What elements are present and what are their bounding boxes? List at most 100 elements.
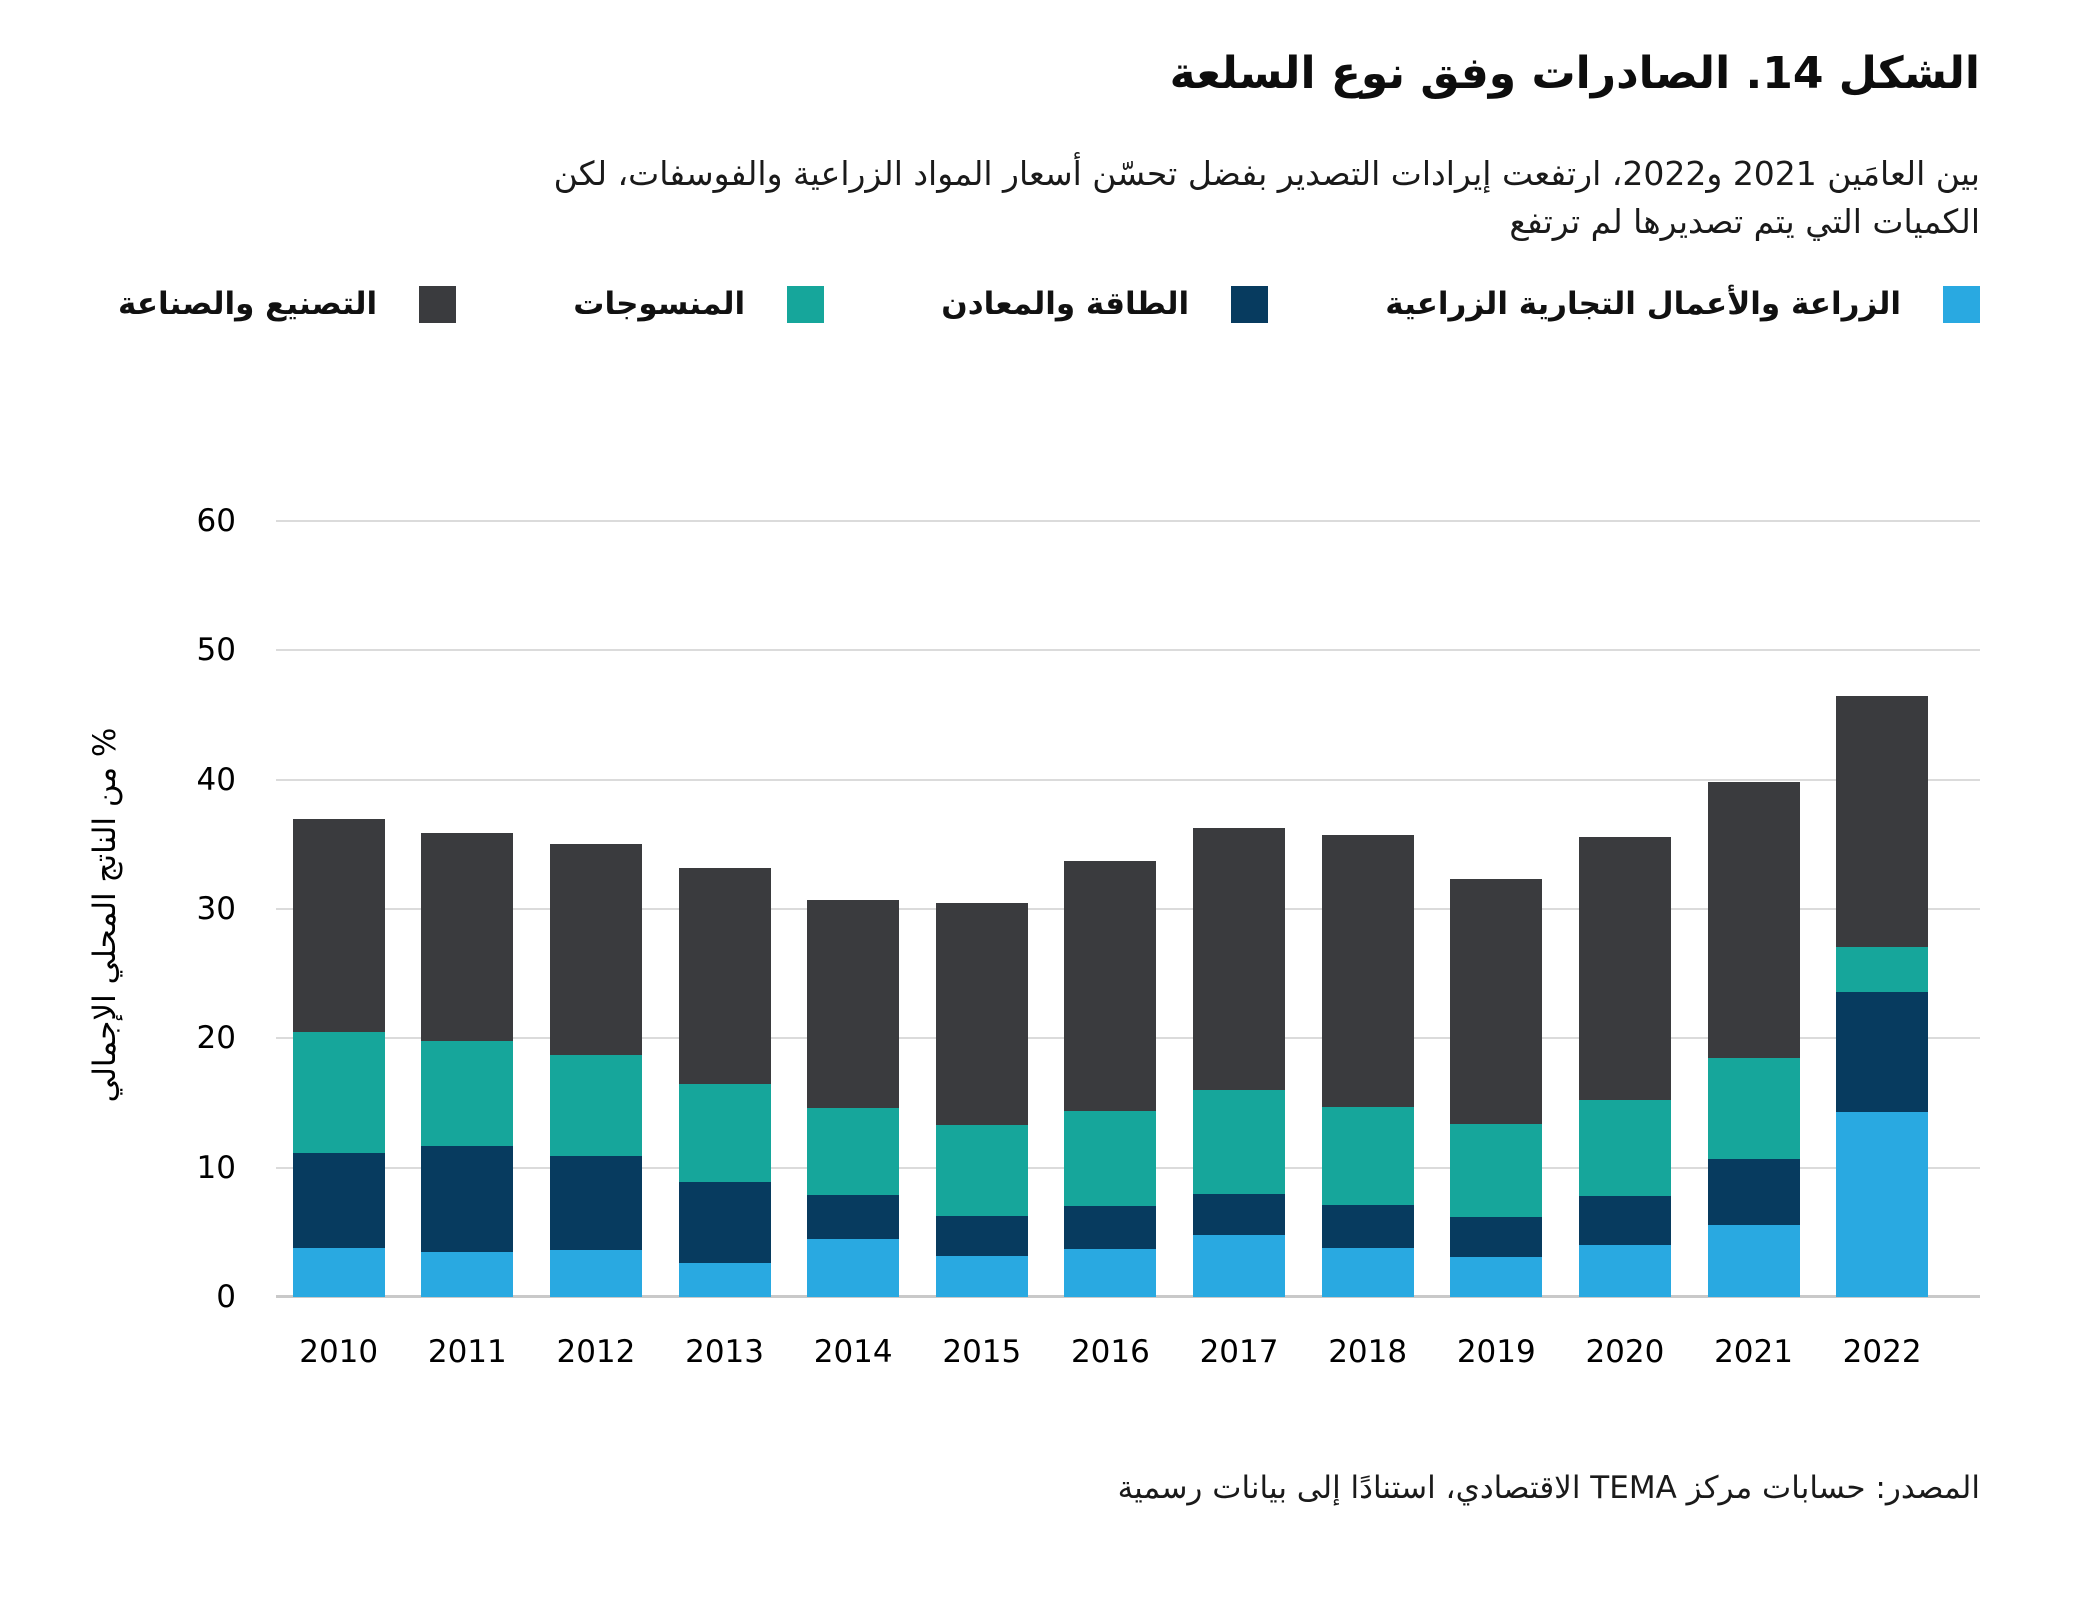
bar-segment-manufacturing-2010	[292, 818, 385, 1032]
legend-swatch-agriculture	[1943, 285, 1980, 323]
legend: الزراعة والأعمال التجارية الزراعية الطاقة…	[118, 282, 1980, 326]
bar-2015	[935, 902, 1028, 1297]
bar-segment-textiles-2015	[935, 1125, 1028, 1216]
legend-label-agriculture: الزراعة والأعمال التجارية الزراعية	[1385, 286, 1901, 322]
bar-2021	[1707, 782, 1800, 1297]
bar-segment-energy-2019	[1450, 1216, 1543, 1257]
legend-swatch-energy	[1231, 285, 1269, 323]
legend-swatch-textiles	[787, 285, 825, 323]
bar-2022	[1836, 695, 1929, 1297]
y-tick-label-10: 10	[196, 1149, 236, 1186]
bar-segment-agriculture-2017	[1193, 1234, 1286, 1297]
bar-segment-manufacturing-2015	[935, 902, 1028, 1126]
x-tick-label-2019: 2019	[1456, 1334, 1536, 1370]
plot-area	[276, 520, 1980, 1298]
bar-segment-manufacturing-2012	[549, 844, 642, 1056]
bar-segment-energy-2018	[1321, 1205, 1414, 1248]
source-note: المصدر: حسابات مركز TEMA الاقتصادي، استن…	[1117, 1470, 1980, 1506]
bar-segment-energy-2021	[1707, 1158, 1800, 1225]
bar-segment-manufacturing-2016	[1064, 861, 1157, 1111]
bar-segment-agriculture-2012	[549, 1250, 642, 1297]
figure-subtitle: بين العامَين 2021 و2022، ارتفعت إيرادات …	[120, 150, 1980, 246]
gridline-60	[276, 520, 1980, 522]
bar-segment-energy-2010	[292, 1153, 385, 1248]
bar-segment-energy-2013	[678, 1181, 771, 1264]
x-tick-label-2016: 2016	[1070, 1334, 1150, 1370]
y-tick-label-60: 60	[196, 503, 236, 539]
bar-segment-energy-2017	[1193, 1193, 1286, 1235]
bar-2020	[1578, 836, 1671, 1297]
bar-segment-manufacturing-2020	[1578, 836, 1671, 1101]
bar-segment-textiles-2018	[1321, 1106, 1414, 1206]
bar-2018	[1321, 835, 1414, 1297]
bar-segment-energy-2016	[1064, 1206, 1157, 1250]
bar-segment-agriculture-2010	[292, 1247, 385, 1297]
bar-segment-manufacturing-2022	[1836, 695, 1929, 947]
bar-segment-textiles-2011	[421, 1040, 514, 1146]
bar-segment-textiles-2022	[1836, 946, 1929, 992]
bar-segment-agriculture-2021	[1707, 1224, 1800, 1297]
bar-segment-textiles-2021	[1707, 1057, 1800, 1159]
x-tick-label-2022: 2022	[1842, 1334, 1922, 1370]
bar-segment-energy-2022	[1836, 991, 1929, 1113]
bar-segment-textiles-2010	[292, 1031, 385, 1154]
bar-segment-manufacturing-2018	[1321, 835, 1414, 1107]
y-axis-title: % من الناتج المحلي الإجمالي	[87, 727, 123, 1103]
bar-segment-manufacturing-2011	[421, 832, 514, 1041]
y-tick-label-50: 50	[196, 632, 236, 669]
bar-segment-agriculture-2015	[935, 1255, 1028, 1297]
y-tick-label-20: 20	[196, 1020, 236, 1057]
bar-segment-manufacturing-2013	[678, 867, 771, 1084]
bar-2011	[421, 832, 514, 1297]
bar-segment-agriculture-2019	[1450, 1256, 1543, 1297]
bar-segment-energy-2014	[807, 1194, 900, 1239]
bar-segment-textiles-2016	[1064, 1110, 1157, 1207]
x-tick-label-2020: 2020	[1585, 1334, 1665, 1370]
x-tick-label-2010: 2010	[299, 1334, 379, 1370]
bar-segment-energy-2012	[549, 1156, 642, 1251]
y-tick-label-30: 30	[196, 891, 236, 927]
bar-segment-textiles-2017	[1193, 1090, 1286, 1194]
bar-2016	[1064, 861, 1157, 1297]
bar-segment-energy-2020	[1578, 1196, 1671, 1246]
x-tick-label-2015: 2015	[942, 1334, 1022, 1370]
bar-segment-agriculture-2018	[1321, 1247, 1414, 1297]
x-tick-label-2011: 2011	[427, 1334, 507, 1370]
bar-segment-textiles-2012	[549, 1055, 642, 1157]
legend-label-textiles: المنسوجات	[573, 286, 746, 322]
x-tick-label-2021: 2021	[1714, 1334, 1793, 1370]
bar-segment-textiles-2020	[1578, 1100, 1671, 1197]
x-tick-label-2012: 2012	[556, 1334, 636, 1370]
bar-segment-agriculture-2013	[678, 1263, 771, 1297]
bar-segment-agriculture-2011	[421, 1251, 514, 1297]
legend-swatch-manufacturing	[419, 285, 457, 323]
x-tick-label-2017: 2017	[1199, 1334, 1279, 1370]
legend-label-manufacturing: التصنيع والصناعة	[118, 286, 378, 322]
bar-2010	[292, 818, 385, 1297]
bar-2013	[678, 867, 771, 1297]
figure-subtitle-line-2: الكميات التي يتم تصديرها لم ترتفع	[1509, 201, 1980, 241]
bar-segment-energy-2011	[421, 1145, 514, 1252]
gridline-50	[276, 649, 1980, 652]
bar-segment-manufacturing-2021	[1707, 782, 1800, 1058]
figure-title: الشكل 14. الصادرات وفق نوع السلعة	[1169, 48, 1980, 99]
bar-segment-manufacturing-2014	[807, 899, 900, 1109]
bar-segment-textiles-2014	[807, 1108, 900, 1195]
legend-item-textiles: المنسوجات	[573, 285, 825, 323]
bar-segment-agriculture-2022	[1836, 1112, 1929, 1297]
x-tick-label-2014: 2014	[813, 1334, 893, 1370]
bar-segment-manufacturing-2019	[1450, 879, 1543, 1124]
legend-item-agriculture: الزراعة والأعمال التجارية الزراعية	[1385, 285, 1980, 323]
legend-item-manufacturing: التصنيع والصناعة	[118, 285, 457, 323]
x-tick-label-2013: 2013	[685, 1334, 764, 1370]
bar-2017	[1193, 827, 1286, 1297]
bar-segment-manufacturing-2017	[1193, 827, 1286, 1091]
legend-item-energy: الطاقة والمعادن	[941, 285, 1269, 323]
bar-segment-agriculture-2020	[1578, 1245, 1671, 1297]
bar-2019	[1450, 879, 1543, 1297]
bar-2012	[549, 844, 642, 1297]
gridline-40	[276, 778, 1980, 781]
y-tick-label-0: 0	[216, 1279, 236, 1315]
bar-segment-agriculture-2014	[807, 1238, 900, 1297]
